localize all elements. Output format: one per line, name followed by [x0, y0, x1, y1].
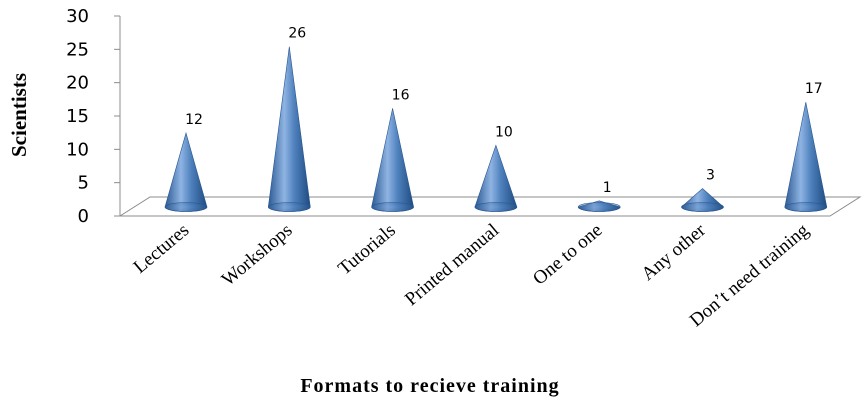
cone-base: [577, 202, 621, 212]
y-tick-label: 5: [78, 173, 89, 194]
cone-body: [164, 131, 208, 212]
category-label: Printed manual: [401, 220, 503, 310]
y-tick-label: 15: [66, 106, 89, 127]
x-axis-title: Formats to recieve training: [300, 375, 559, 397]
cone-bar: [474, 144, 518, 212]
y-axis: 0 5 10 15 20 25 30: [66, 6, 120, 227]
cone-body: [371, 108, 414, 212]
data-label: 3: [706, 168, 715, 184]
category-label: Lectures: [130, 220, 194, 278]
data-label: 12: [185, 112, 203, 128]
cone-base: [474, 202, 518, 212]
data-label: 1: [603, 180, 612, 196]
cone-body: [267, 46, 311, 212]
y-tick-label: 30: [66, 6, 89, 27]
cone-base: [681, 202, 724, 212]
y-tick-label: 25: [66, 39, 89, 60]
category-axis: Lectures Workshops Tutorials Printed manual…: [130, 219, 814, 331]
cone-base: [164, 202, 208, 212]
cone-bar: [164, 131, 208, 212]
cone-bar: [784, 102, 828, 212]
category-label: Tutorials: [334, 220, 400, 280]
data-label: 17: [805, 81, 823, 97]
data-label: 16: [392, 87, 410, 103]
category-label: Workshops: [218, 220, 297, 291]
cone-bar: [577, 200, 621, 212]
y-axis-title: Scientists: [7, 73, 31, 157]
data-labels: 12 26 16 10 1 3 17: [185, 26, 823, 196]
data-label: 26: [288, 26, 306, 42]
cone-base: [371, 202, 414, 212]
cone-series: [164, 46, 828, 212]
cone-bar: [371, 108, 414, 212]
y-tick-label: 0: [78, 206, 89, 227]
cone-base: [267, 202, 311, 212]
cone-body: [474, 144, 518, 212]
category-label: One to one: [529, 220, 606, 290]
category-label: Any other: [638, 219, 711, 285]
cone-base: [784, 202, 828, 212]
cone-bar: [267, 46, 311, 212]
y-tick-label: 10: [66, 139, 89, 160]
y-tick-label: 20: [66, 73, 89, 94]
cone-body: [784, 102, 828, 212]
data-label: 10: [495, 124, 513, 140]
cone-bar: [681, 188, 724, 212]
